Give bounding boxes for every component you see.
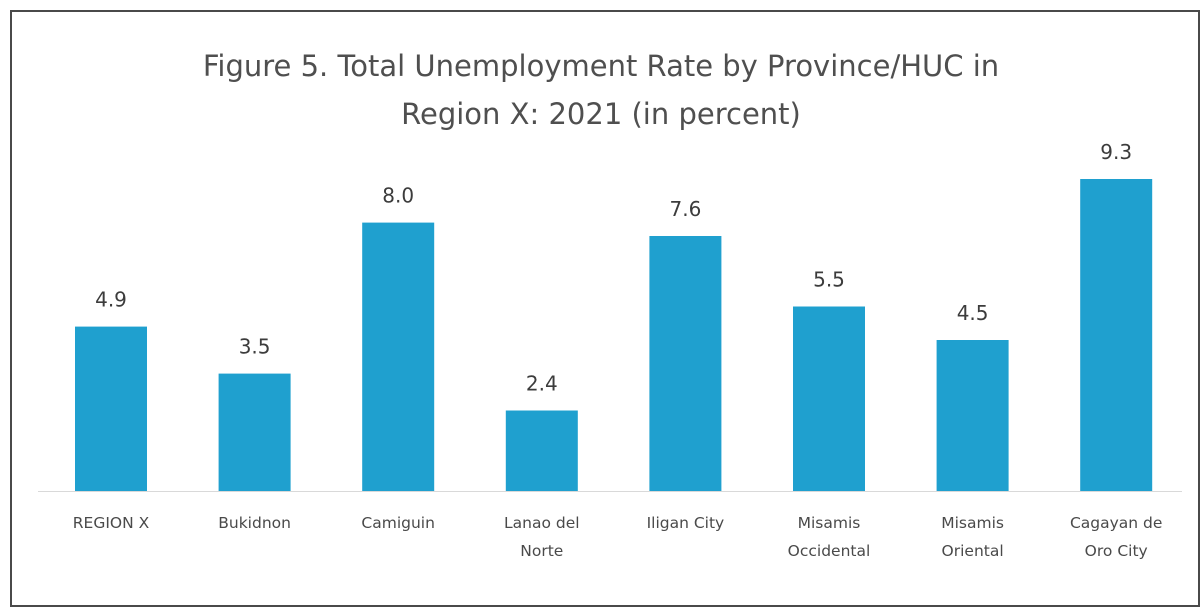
data-label: 4.5 <box>957 301 989 325</box>
bar <box>649 236 722 491</box>
x-tick-label: Cagayan de <box>1070 514 1162 532</box>
bar <box>75 326 147 491</box>
data-label: 8.0 <box>382 184 414 208</box>
x-tick-label: Iligan City <box>647 514 725 532</box>
chart-title: Figure 5. Total Unemployment Rate by Pro… <box>202 49 1000 131</box>
data-label: 9.3 <box>1100 140 1132 164</box>
data-label: 5.5 <box>813 268 845 292</box>
data-label: 4.9 <box>95 288 127 312</box>
x-tick-label: Misamis <box>798 514 861 532</box>
bar <box>218 373 291 491</box>
x-tick-label: REGION X <box>73 514 150 532</box>
x-tick-label: Lanao del <box>504 514 580 532</box>
data-label: 7.6 <box>669 197 701 221</box>
x-tick-label: Oriental <box>942 542 1004 560</box>
x-tick-label: Bukidnon <box>218 514 291 532</box>
bar <box>505 410 578 491</box>
data-label: 3.5 <box>239 335 271 359</box>
x-tick-label: Camiguin <box>361 514 435 532</box>
bar <box>362 222 435 491</box>
x-tick-label: Occidental <box>788 542 871 560</box>
x-tick-label: Misamis <box>941 514 1004 532</box>
bar <box>936 340 1009 491</box>
bar <box>793 306 865 491</box>
x-tick-label: Oro City <box>1085 542 1148 560</box>
chart-frame <box>10 10 1200 607</box>
bar <box>1080 179 1153 491</box>
data-label: 2.4 <box>526 372 558 396</box>
x-tick-label: Norte <box>520 542 563 560</box>
